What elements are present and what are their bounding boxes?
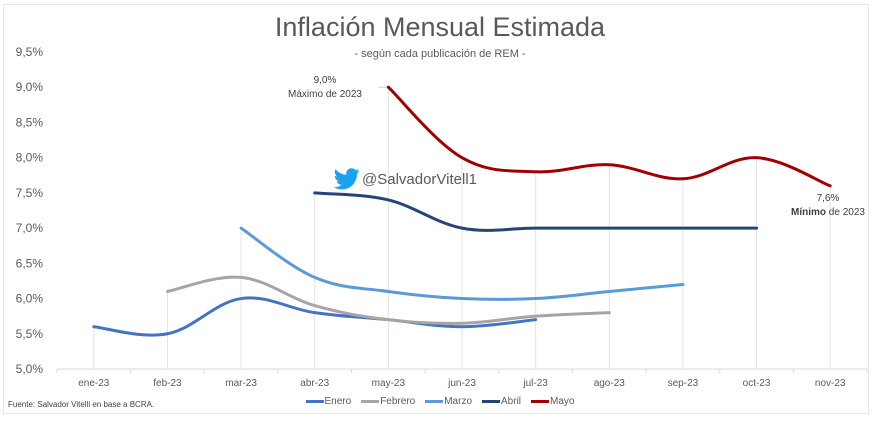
x-tick-label: abr-23 <box>300 378 329 389</box>
legend-label: Abril <box>501 396 522 407</box>
y-tick-label: 9,5% <box>16 45 44 59</box>
series-lines <box>92 85 832 337</box>
y-tick-label: 6,0% <box>16 292 44 306</box>
y-axis: 5,0% 5,5% 6,0% 6,5% 7,0% 7,5% 8,0% 8,5% 9,0% 9,5% <box>16 45 44 376</box>
chart-title: Inflación Mensual Estimada <box>274 12 606 42</box>
legend-item-mayo: Mayo <box>531 396 574 407</box>
series-line-febrero <box>165 275 611 325</box>
x-tick-label: jun-23 <box>447 378 476 389</box>
legend-item-febrero: Febrero <box>361 396 415 407</box>
y-tick-label: 7,5% <box>16 186 44 200</box>
source-note: Fuente: Salvador Vitelli en base a BCRA. <box>8 400 155 409</box>
chart-frame <box>3 4 869 414</box>
y-tick-label: 7,0% <box>16 221 44 235</box>
legend-swatch <box>361 400 380 403</box>
y-tick-label: 6,5% <box>16 256 44 270</box>
legend-swatch <box>531 400 550 403</box>
legend: Enero Febrero Marzo Abril Mayo <box>0 396 880 407</box>
x-tick-label: oct-23 <box>743 378 771 389</box>
twitter-watermark: @SalvadorVitell1 <box>334 168 477 190</box>
min-annotation-rest: de 2023 <box>826 207 865 218</box>
legend-label: Marzo <box>444 396 473 407</box>
min-annotation-bold: Mínimo <box>791 207 826 218</box>
x-tick-label: nov-23 <box>815 378 846 389</box>
x-axis: ene-23 feb-23 mar-23 abr-23 may-23 jun-23 jul-… <box>56 368 868 389</box>
legend-swatch <box>425 400 444 403</box>
twitter-handle: @SalvadorVitell1 <box>362 170 478 188</box>
x-tick-label: mar-23 <box>225 378 257 389</box>
y-tick-label: 9,0% <box>16 80 44 94</box>
series-line-mayo <box>386 85 832 188</box>
legend-item-marzo: Marzo <box>425 396 472 407</box>
max-annotation-value: 9,0% <box>314 75 337 86</box>
x-tick-label: ago-23 <box>594 378 626 389</box>
series-line-enero <box>92 296 538 337</box>
legend-swatch <box>482 400 501 403</box>
x-tick-label: may-23 <box>372 378 406 389</box>
twitter-bird-icon <box>334 168 360 190</box>
x-tick-label: jul-23 <box>522 378 548 389</box>
y-tick-label: 8,0% <box>16 151 44 165</box>
min-annotation-value: 7,6% <box>817 193 840 204</box>
y-tick-label: 5,5% <box>16 327 44 341</box>
max-annotation-label: Máximo de 2023 <box>288 89 362 100</box>
chart-subtitle: - según cada publicación de REM - <box>354 48 526 60</box>
legend-label: Enero <box>324 396 352 407</box>
x-tick-label: feb-23 <box>153 378 182 389</box>
min-annotation-label: Mínimo de 2023 <box>791 207 865 218</box>
legend-item-abril: Abril <box>482 396 521 407</box>
legend-label: Febrero <box>380 396 416 407</box>
series-line-marzo <box>239 226 685 301</box>
x-tick-label: ene-23 <box>78 378 110 389</box>
y-tick-label: 5,0% <box>16 362 44 376</box>
legend-swatch <box>305 400 324 403</box>
legend-label: Mayo <box>550 396 575 407</box>
legend-item-enero: Enero <box>305 396 352 407</box>
x-tick-label: sep-23 <box>668 378 699 389</box>
series-line-abril <box>313 191 759 232</box>
annotations: 9,0% Máximo de 2023 7,6% Mínimo de 2023 <box>288 75 865 218</box>
y-tick-label: 8,5% <box>16 115 44 129</box>
